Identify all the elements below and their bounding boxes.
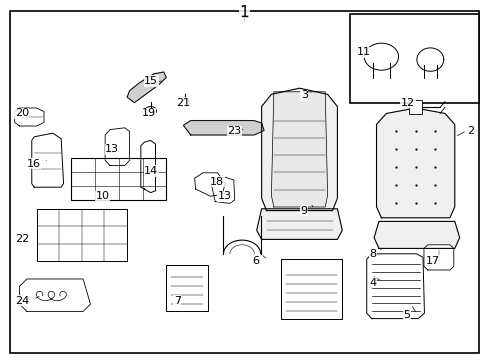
Text: 13: 13 bbox=[105, 144, 119, 154]
Text: 12: 12 bbox=[400, 98, 414, 108]
Bar bbox=[281, 259, 342, 319]
Text: 20: 20 bbox=[15, 108, 29, 118]
Text: 18: 18 bbox=[210, 177, 224, 187]
Text: 10: 10 bbox=[95, 191, 109, 201]
Text: 9: 9 bbox=[300, 206, 307, 216]
Text: 4: 4 bbox=[368, 278, 376, 288]
Text: 14: 14 bbox=[144, 166, 158, 176]
Polygon shape bbox=[183, 121, 264, 135]
Bar bbox=[349, 14, 478, 103]
Polygon shape bbox=[376, 108, 454, 218]
Polygon shape bbox=[211, 177, 234, 203]
Polygon shape bbox=[423, 245, 453, 270]
Text: 7: 7 bbox=[173, 296, 181, 306]
Bar bbox=[71, 158, 166, 200]
Polygon shape bbox=[261, 88, 337, 211]
Text: 11: 11 bbox=[356, 47, 370, 57]
Text: 2: 2 bbox=[466, 126, 473, 136]
Bar bbox=[166, 265, 207, 311]
Text: 21: 21 bbox=[176, 98, 190, 108]
Text: 8: 8 bbox=[368, 249, 376, 259]
Polygon shape bbox=[105, 128, 129, 166]
Text: 17: 17 bbox=[425, 256, 439, 266]
Polygon shape bbox=[32, 133, 63, 187]
Text: 22: 22 bbox=[15, 234, 29, 244]
Text: 15: 15 bbox=[144, 76, 158, 86]
Text: 23: 23 bbox=[227, 126, 241, 136]
Polygon shape bbox=[20, 279, 90, 311]
Polygon shape bbox=[15, 108, 44, 126]
Bar bbox=[37, 209, 127, 261]
Text: 24: 24 bbox=[15, 296, 29, 306]
Text: 1: 1 bbox=[239, 5, 249, 20]
Text: 19: 19 bbox=[142, 108, 156, 118]
Polygon shape bbox=[416, 48, 443, 71]
Text: 5: 5 bbox=[403, 310, 409, 320]
Polygon shape bbox=[366, 254, 424, 319]
Polygon shape bbox=[141, 140, 155, 193]
Text: 16: 16 bbox=[27, 159, 41, 169]
Text: 6: 6 bbox=[251, 256, 258, 266]
Polygon shape bbox=[373, 221, 459, 248]
Circle shape bbox=[144, 107, 156, 115]
Text: 13: 13 bbox=[217, 191, 231, 201]
Polygon shape bbox=[127, 72, 166, 103]
Polygon shape bbox=[364, 43, 398, 70]
Polygon shape bbox=[271, 92, 327, 207]
Bar bbox=[408, 100, 422, 114]
Text: 1: 1 bbox=[239, 6, 249, 21]
Polygon shape bbox=[194, 173, 224, 196]
Text: 3: 3 bbox=[300, 90, 307, 100]
Polygon shape bbox=[256, 209, 342, 239]
